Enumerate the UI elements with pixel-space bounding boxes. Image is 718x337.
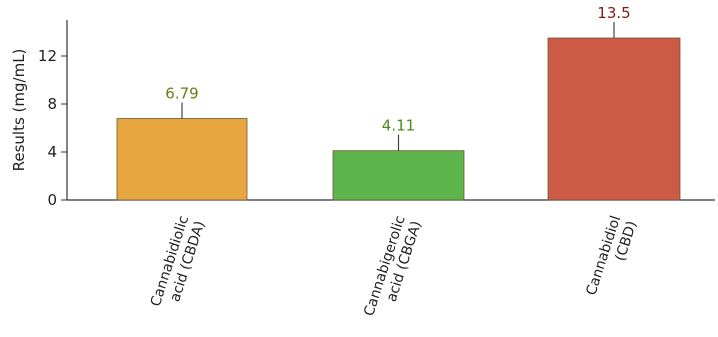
data-label: 6.79 — [165, 85, 198, 103]
y-tick-label: 4 — [47, 143, 57, 161]
category-label: Cannabigerolicacid (CBGA) — [361, 214, 425, 324]
y-ticks: 0 4 8 12 — [38, 47, 67, 209]
category-label: Cannabidiolicacid (CBDA) — [148, 214, 209, 314]
y-tick-label: 0 — [47, 191, 57, 209]
bar — [116, 118, 248, 201]
data-label: 13.5 — [597, 4, 630, 22]
y-axis: 0 4 8 12 Results (mg/mL) — [10, 20, 68, 209]
y-tick-label: 8 — [47, 95, 57, 113]
y-axis-title: Results (mg/mL) — [10, 49, 28, 172]
bar — [547, 37, 681, 201]
bar — [332, 150, 465, 201]
y-tick-label: 12 — [38, 47, 57, 65]
data-labels: 6.79 4.11 13.5 — [165, 4, 630, 135]
category-labels: Cannabidiolicacid (CBDA) Cannabigerolicac… — [148, 214, 641, 324]
bars — [116, 22, 681, 201]
data-label: 4.11 — [382, 117, 415, 135]
category-label: Cannabidiol(CBD) — [583, 214, 640, 303]
